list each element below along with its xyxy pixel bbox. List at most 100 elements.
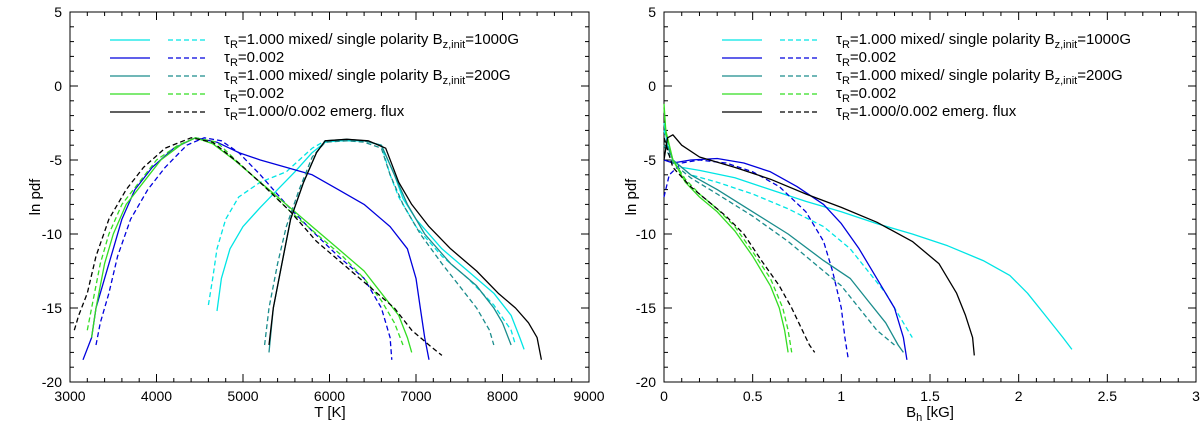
x-axis-label: Bh [kG] bbox=[906, 404, 954, 422]
y-tick-label: -20 bbox=[42, 374, 62, 390]
x-tick-label: 5000 bbox=[227, 388, 258, 404]
y-tick-label: 0 bbox=[54, 78, 62, 94]
series-line-solid bbox=[663, 157, 908, 360]
y-tick-label: -5 bbox=[644, 152, 657, 168]
x-tick-label: 0.5 bbox=[743, 388, 763, 404]
series-line-solid bbox=[663, 137, 904, 353]
series-line-solid bbox=[216, 140, 525, 350]
series-line-dashed bbox=[207, 140, 517, 346]
y-tick-label: -20 bbox=[636, 374, 656, 390]
y-tick-label: -15 bbox=[42, 300, 62, 316]
legend-label: τR=1.000/0.002 emerg. flux bbox=[836, 103, 1017, 123]
horizontal-field-pdf-chart: 50-5-10-15-20 0 0.5 1 1.5 2 2.5 3 τR=1.000 mix… bbox=[623, 4, 1200, 422]
series-line-solid bbox=[663, 103, 789, 353]
y-tick-label: -5 bbox=[50, 152, 63, 168]
y-axis: 5 0 -5 -10 -15 -20 bbox=[42, 4, 589, 390]
legend: τR=1.000 mixed/ single polarity Bz,init=… bbox=[722, 31, 1131, 123]
legend-label: τR=1.000 mixed/ single polarity Bz,init=… bbox=[224, 67, 511, 87]
series-line-dashed bbox=[663, 144, 895, 346]
legend-label-part: τ bbox=[224, 85, 230, 102]
x-tick-label: 6000 bbox=[314, 388, 345, 404]
x-tick-label: 3000 bbox=[54, 388, 85, 404]
legend-label-part: R bbox=[842, 93, 850, 105]
series-line-solid bbox=[663, 122, 1073, 350]
y-axis: 5 0 -5 -10 -15 -20 bbox=[636, 4, 1196, 390]
legend-label: τR=0.002 bbox=[836, 85, 896, 105]
legend-label-part: =1.000 mixed/ single polarity B bbox=[850, 67, 1055, 84]
y-axis-label: ln pdf bbox=[623, 178, 640, 216]
legend-label-part: τ bbox=[836, 49, 842, 66]
y-tick-label: -10 bbox=[636, 226, 656, 242]
x-axis-label-rest: [kG] bbox=[922, 404, 954, 421]
legend-label-part: τ bbox=[224, 103, 230, 120]
series-line-solid bbox=[90, 137, 413, 353]
legend-label-part: =1000G bbox=[1077, 31, 1131, 48]
y-axis-label: ln pdf bbox=[27, 178, 44, 216]
legend-label-part: =200G bbox=[1077, 67, 1122, 84]
x-axis-label: T [K] bbox=[314, 404, 345, 421]
legend-label-part: τ bbox=[836, 85, 842, 102]
x-axis-label-main: B bbox=[906, 404, 916, 421]
x-tick-label: 4000 bbox=[141, 388, 172, 404]
legend-label: τR=1.000 mixed/ single polarity Bz,init=… bbox=[836, 31, 1131, 51]
legend-label-part: =0.002 bbox=[850, 85, 896, 102]
y-tick-label: 5 bbox=[648, 4, 656, 20]
legend-label-part: =1.000 mixed/ single polarity B bbox=[238, 67, 443, 84]
series-line-dashed bbox=[86, 137, 404, 346]
legend-label-part: z,init bbox=[443, 75, 466, 87]
legend-label-part: τ bbox=[836, 31, 842, 48]
series-line-dashed bbox=[663, 159, 850, 360]
legend-label-part: z,init bbox=[443, 39, 466, 51]
legend-label-part: R bbox=[230, 93, 238, 105]
legend: τR=1.000 mixed/ single polarity Bz,init=… bbox=[110, 31, 519, 123]
x-axis: 0 0.5 1 1.5 2 2.5 3 bbox=[660, 12, 1200, 404]
legend-label: τR=0.002 bbox=[224, 49, 284, 69]
series-line-dashed bbox=[263, 140, 495, 346]
legend-label-part: =1000G bbox=[465, 31, 519, 48]
legend-label-part: =200G bbox=[465, 67, 510, 84]
legend-label-part: τ bbox=[224, 31, 230, 48]
x-tick-label: 1 bbox=[837, 388, 845, 404]
legend-label-part: R bbox=[842, 39, 850, 51]
legend-label-part: =0.002 bbox=[238, 49, 284, 66]
legend-label-part: τ bbox=[224, 67, 230, 84]
legend-label-part: =0.002 bbox=[850, 49, 896, 66]
series-line-dashed bbox=[663, 137, 816, 353]
y-tick-label: -10 bbox=[42, 226, 62, 242]
legend-label-part: R bbox=[842, 75, 850, 87]
legend-label-part: R bbox=[230, 75, 238, 87]
y-tick-label: 5 bbox=[54, 4, 62, 20]
x-axis: 3000 4000 5000 6000 7000 8000 9000 bbox=[54, 12, 605, 404]
legend-label-part: R bbox=[230, 57, 238, 69]
legend-label-part: z,init bbox=[1055, 75, 1078, 87]
legend-label-part: =1.000/0.002 emerg. flux bbox=[850, 103, 1017, 120]
legend-label-part: τ bbox=[224, 49, 230, 66]
legend-label-part: τ bbox=[836, 67, 842, 84]
legend-label-part: R bbox=[842, 57, 850, 69]
series-line-dashed bbox=[73, 137, 443, 356]
series-line-dashed bbox=[95, 137, 393, 360]
legend-label-part: R bbox=[230, 39, 238, 51]
x-tick-label: 8000 bbox=[487, 388, 518, 404]
temperature-pdf-chart: 5 0 -5 -10 -15 -20 3000 4000 5000 6000 7000 8000 90… bbox=[27, 4, 605, 421]
legend-label: τR=1.000 mixed/ single polarity Bz,init=… bbox=[836, 67, 1123, 87]
x-tick-label: 2 bbox=[1015, 388, 1023, 404]
x-tick-label: 7000 bbox=[400, 388, 431, 404]
series-line-solid bbox=[268, 138, 512, 353]
series-line-solid bbox=[663, 134, 975, 356]
x-tick-label: 1.5 bbox=[920, 388, 940, 404]
x-axis-label-sub: h bbox=[916, 412, 922, 422]
legend-label: τR=0.002 bbox=[224, 85, 284, 105]
series-line-dashed bbox=[663, 108, 793, 353]
x-tick-label: 2.5 bbox=[1098, 388, 1118, 404]
legend-label-part: =1.000/0.002 emerg. flux bbox=[238, 103, 405, 120]
x-tick-label: 9000 bbox=[573, 388, 604, 404]
series-group bbox=[73, 137, 543, 361]
x-tick-label: 3 bbox=[1192, 388, 1200, 404]
series-line-solid bbox=[268, 138, 543, 360]
legend-label: τR=0.002 bbox=[836, 49, 896, 69]
legend-label-part: =0.002 bbox=[238, 85, 284, 102]
y-tick-label: 0 bbox=[648, 78, 656, 94]
legend-label: τR=1.000/0.002 emerg. flux bbox=[224, 103, 405, 123]
